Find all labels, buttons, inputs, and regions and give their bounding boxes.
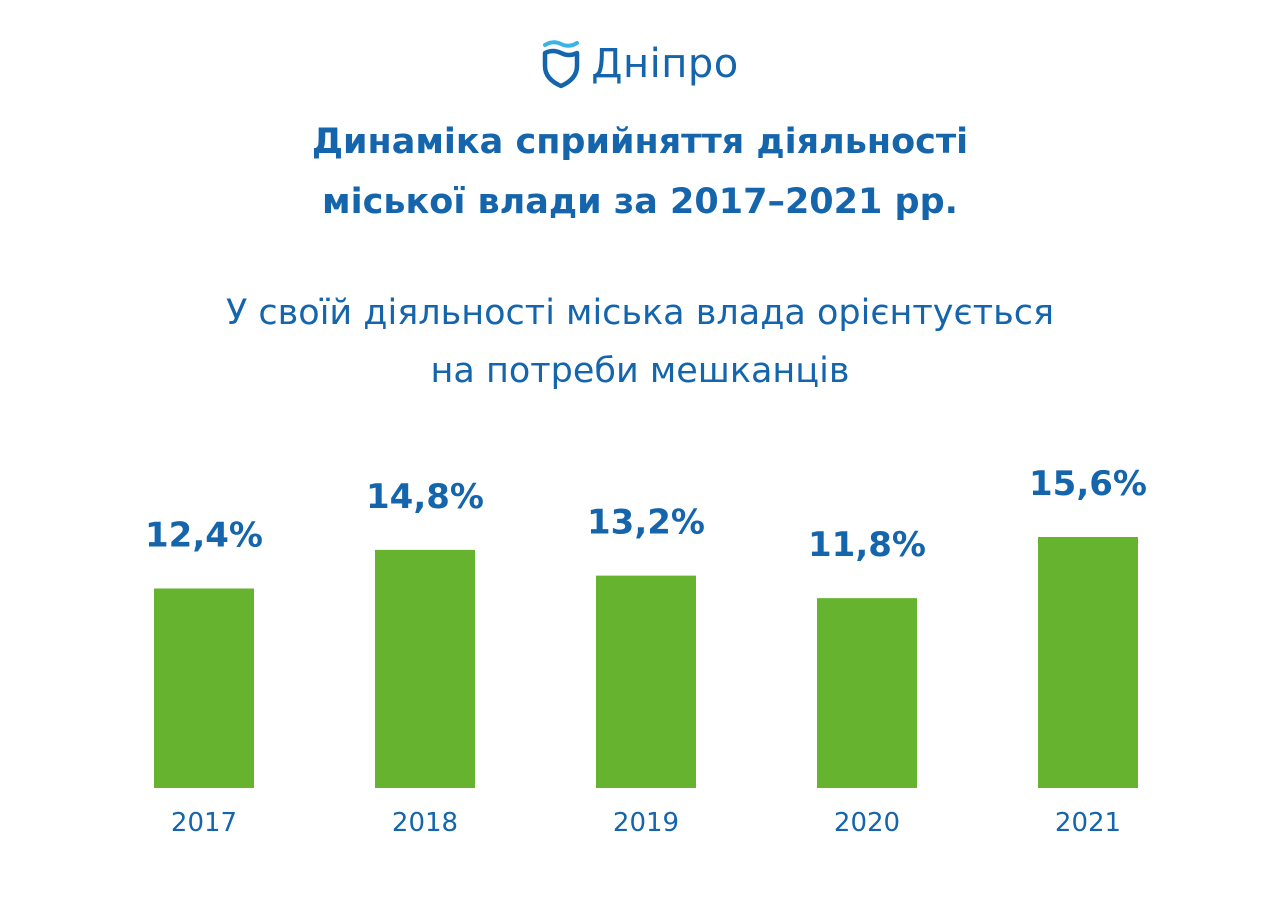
category-label-2019: 2019	[613, 808, 679, 838]
value-label-2020: 11,8%	[808, 525, 926, 565]
value-label-2018: 14,8%	[366, 477, 484, 517]
value-label-2017: 12,4%	[145, 515, 263, 555]
chart-title-line-2: міської влади за 2017–2021 рр.	[322, 182, 958, 222]
category-label-2021: 2021	[1055, 808, 1121, 838]
value-label-2019: 13,2%	[587, 503, 705, 543]
logo: Дніпро	[0, 34, 1280, 94]
bar-2019	[596, 575, 696, 788]
logo-text: Дніпро	[591, 41, 739, 87]
bar-2021	[1038, 537, 1138, 788]
value-label-2021: 15,6%	[1029, 464, 1147, 504]
chart-subtitle: У своїй діяльності міська влада орієнтує…	[0, 284, 1280, 400]
chart-title-line-1: Динаміка сприйняття діяльності	[311, 122, 969, 162]
bar-2018	[375, 549, 475, 788]
shield-wave-icon	[542, 40, 580, 89]
chart-subtitle-line-1: У своїй діяльності міська влада орієнтує…	[225, 293, 1055, 333]
category-label-2018: 2018	[392, 808, 458, 838]
chart-subtitle-line-2: на потреби мешканців	[430, 351, 850, 391]
chart-title: Динаміка сприйняття діяльності міської в…	[0, 112, 1280, 232]
category-label-2020: 2020	[834, 808, 900, 838]
category-label-2017: 2017	[171, 808, 237, 838]
bar-2017	[154, 588, 254, 788]
bar-2020	[817, 598, 917, 788]
